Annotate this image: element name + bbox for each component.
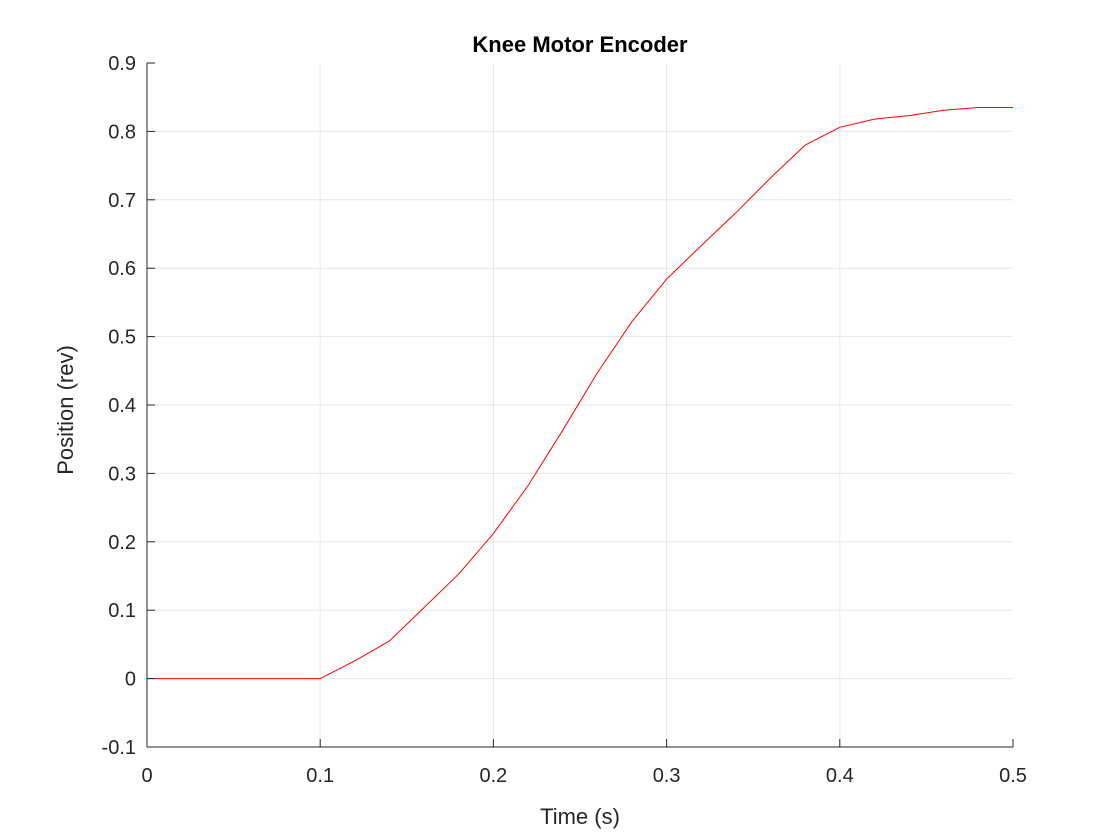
x-tick-label: 0.1 [306,765,334,787]
y-tick-label: 0.6 [108,258,136,280]
series-layer [147,106,1013,680]
x-tick-label: 0.4 [826,765,854,787]
y-tick-label: 0.7 [108,190,136,212]
x-tick-label: 0.5 [999,765,1027,787]
tick-labels: 0 0.1 0.2 0.3 0.4 0.5-0.100.10.20.30.40.50.60… [102,53,1027,787]
y-tick-label: 0.1 [108,600,136,622]
y-tick-label: -0.1 [102,737,136,759]
chart-title: Knee Motor Encoder [472,32,688,57]
y-tick-label: 0.8 [108,121,136,143]
x-axis-label: Time (s) [540,804,620,829]
y-tick-label: 0.9 [108,53,136,75]
y-tick-label: 0.5 [108,327,136,349]
series-line [147,106,1013,680]
y-axis-label: Position (rev) [53,345,78,475]
axes [146,62,1014,748]
y-tick-label: 0.3 [108,463,136,485]
x-tick-label: 0 [141,765,152,787]
y-tick-label: 0 [125,669,136,691]
x-tick-label: 0.3 [653,765,681,787]
x-tick-label: 0.2 [479,765,507,787]
y-tick-label: 0.2 [108,532,136,554]
y-tick-label: 0.4 [108,395,136,417]
